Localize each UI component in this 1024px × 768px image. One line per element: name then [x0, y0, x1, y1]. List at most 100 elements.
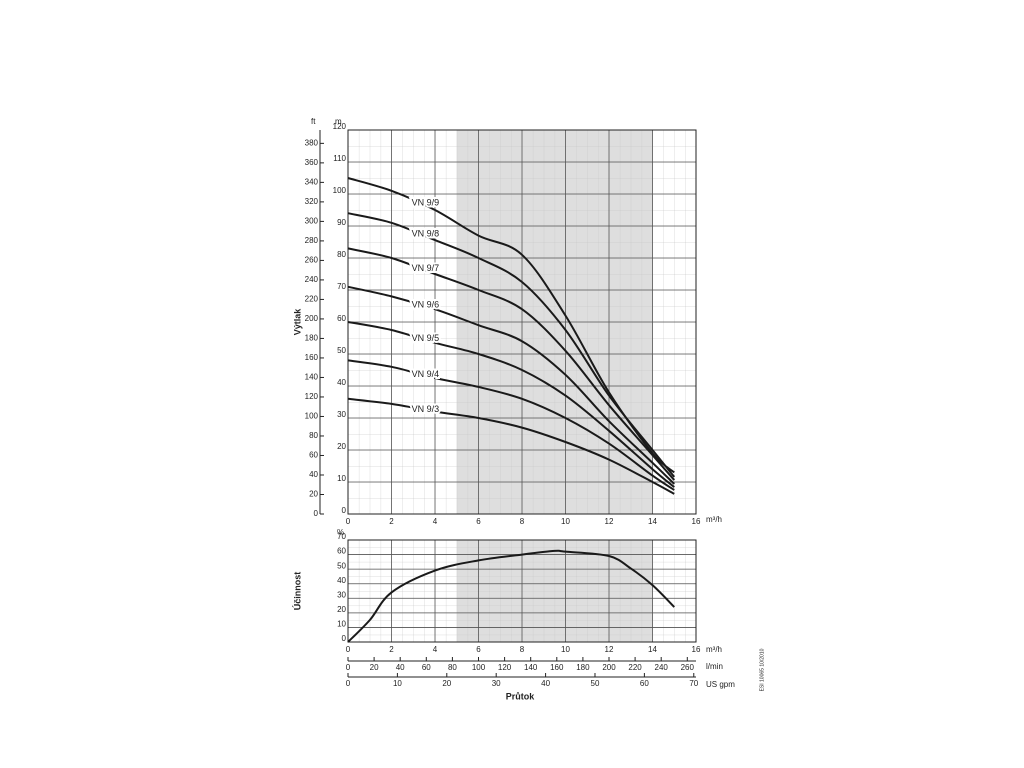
- x-tick-label: 2: [389, 645, 394, 654]
- y-tick-label: 20: [337, 605, 346, 614]
- plot-frame: [347, 539, 697, 643]
- y-tick-label: 110: [333, 154, 346, 163]
- y2-tick-label: 80: [309, 431, 318, 440]
- x-tick-label: 12: [605, 517, 614, 526]
- x2-tick-label: 40: [396, 663, 405, 672]
- x-tick-label: 10: [561, 645, 570, 654]
- y2-tick-label: 200: [305, 314, 319, 323]
- x-tick-label: 14: [648, 517, 657, 526]
- x-tick-label: 10: [561, 517, 570, 526]
- y2-tick-label: 280: [305, 236, 319, 245]
- series-label: VN 9/7: [412, 263, 440, 273]
- x3-tick-label: 10: [393, 679, 402, 688]
- y-tick-label: 0: [342, 506, 347, 515]
- x-tick-label: 4: [433, 645, 438, 654]
- y-tick-label: 30: [337, 410, 346, 419]
- x3-tick-label: 0: [346, 679, 351, 688]
- x3-tick-label: 70: [689, 679, 698, 688]
- y-tick-label: 40: [337, 576, 346, 585]
- y-tick-label: 0: [342, 634, 347, 643]
- y-tick-label: 10: [337, 474, 346, 483]
- y-tick-label: 50: [337, 561, 346, 570]
- x-tick-label: 0: [346, 517, 351, 526]
- x2-tick-label: 240: [655, 663, 669, 672]
- x2-tick-label: 160: [550, 663, 564, 672]
- x2-tick-label: 140: [524, 663, 538, 672]
- curve: [347, 247, 676, 481]
- x-tick-label: 8: [520, 645, 525, 654]
- x2-tick-label: 180: [576, 663, 590, 672]
- x2-tick-label: 120: [498, 663, 512, 672]
- y-tick-label: 10: [337, 620, 346, 629]
- curve: [347, 285, 675, 485]
- x2-tick-label: 0: [346, 663, 351, 672]
- x2-tick-label: 20: [370, 663, 379, 672]
- x3-tick-label: 30: [492, 679, 501, 688]
- y-tick-label: 20: [337, 442, 346, 451]
- x2-tick-label: 200: [602, 663, 616, 672]
- x-tick-label: 16: [692, 645, 701, 654]
- y-tick-label: 90: [337, 218, 346, 227]
- curve: [347, 359, 675, 491]
- x2-unit: l/min: [706, 662, 723, 671]
- y2-tick-label: 340: [305, 177, 319, 186]
- x2-tick-label: 220: [628, 663, 642, 672]
- y2-tick-label: 160: [305, 353, 319, 362]
- curve: [347, 177, 675, 474]
- y2-unit: ft: [311, 117, 316, 126]
- y2-tick-label: 40: [309, 470, 318, 479]
- y-unit: m: [335, 117, 342, 126]
- curve: [347, 549, 675, 643]
- x-tick-label: 12: [605, 645, 614, 654]
- x2-tick-label: 100: [472, 663, 486, 672]
- series-label: VN 9/8: [412, 229, 440, 239]
- y-tick-label: 70: [337, 532, 346, 541]
- x-tick-label: 4: [433, 517, 438, 526]
- y-tick-label: 50: [337, 346, 346, 355]
- y-axis-title: Účinnost: [291, 572, 302, 611]
- x-tick-label: 2: [389, 517, 394, 526]
- y2-tick-label: 180: [305, 334, 319, 343]
- series-label: VN 9/4: [412, 369, 440, 379]
- y2-tick-label: 100: [305, 412, 319, 421]
- y2-tick-label: 220: [305, 295, 319, 304]
- y-tick-label: 80: [337, 250, 346, 259]
- x-axis-title: Průtok: [506, 691, 535, 701]
- y-tick-label: 60: [337, 314, 346, 323]
- y2-tick-label: 260: [305, 256, 319, 265]
- y2-tick-label: 120: [305, 392, 319, 401]
- y2-tick-label: 300: [305, 217, 319, 226]
- curve: [347, 212, 676, 478]
- x-tick-label: 14: [648, 645, 657, 654]
- x3-tick-label: 40: [541, 679, 550, 688]
- y2-tick-label: 380: [305, 138, 319, 147]
- x-tick-label: 16: [692, 517, 701, 526]
- y2-tick-label: 60: [309, 451, 318, 460]
- y-tick-label: 30: [337, 590, 346, 599]
- x3-tick-label: 20: [442, 679, 451, 688]
- y2-tick-label: 360: [305, 158, 319, 167]
- y-axis-title: Výtlak: [292, 308, 302, 336]
- x3-unit: US gpm: [706, 680, 735, 689]
- highlight-band: [456, 540, 653, 642]
- y-tick-label: 70: [337, 282, 346, 291]
- x-unit: m³/h: [706, 515, 722, 524]
- y-tick-label: 100: [333, 186, 347, 195]
- series-label: VN 9/5: [412, 333, 440, 343]
- y2-tick-label: 140: [305, 373, 319, 382]
- x3-tick-label: 50: [591, 679, 600, 688]
- x2-tick-label: 80: [448, 663, 457, 672]
- y-tick-label: 40: [337, 378, 346, 387]
- series-label: VN 9/9: [412, 198, 440, 208]
- x2-tick-label: 260: [681, 663, 695, 672]
- x-tick-label: 6: [476, 645, 481, 654]
- x-tick-label: 0: [346, 645, 351, 654]
- y2-tick-label: 20: [309, 490, 318, 499]
- y-tick-label: 120: [333, 122, 347, 131]
- series-label: VN 9/3: [412, 404, 440, 414]
- curve: [347, 397, 675, 495]
- series-label: VN 9/6: [412, 299, 440, 309]
- curve: [347, 321, 675, 488]
